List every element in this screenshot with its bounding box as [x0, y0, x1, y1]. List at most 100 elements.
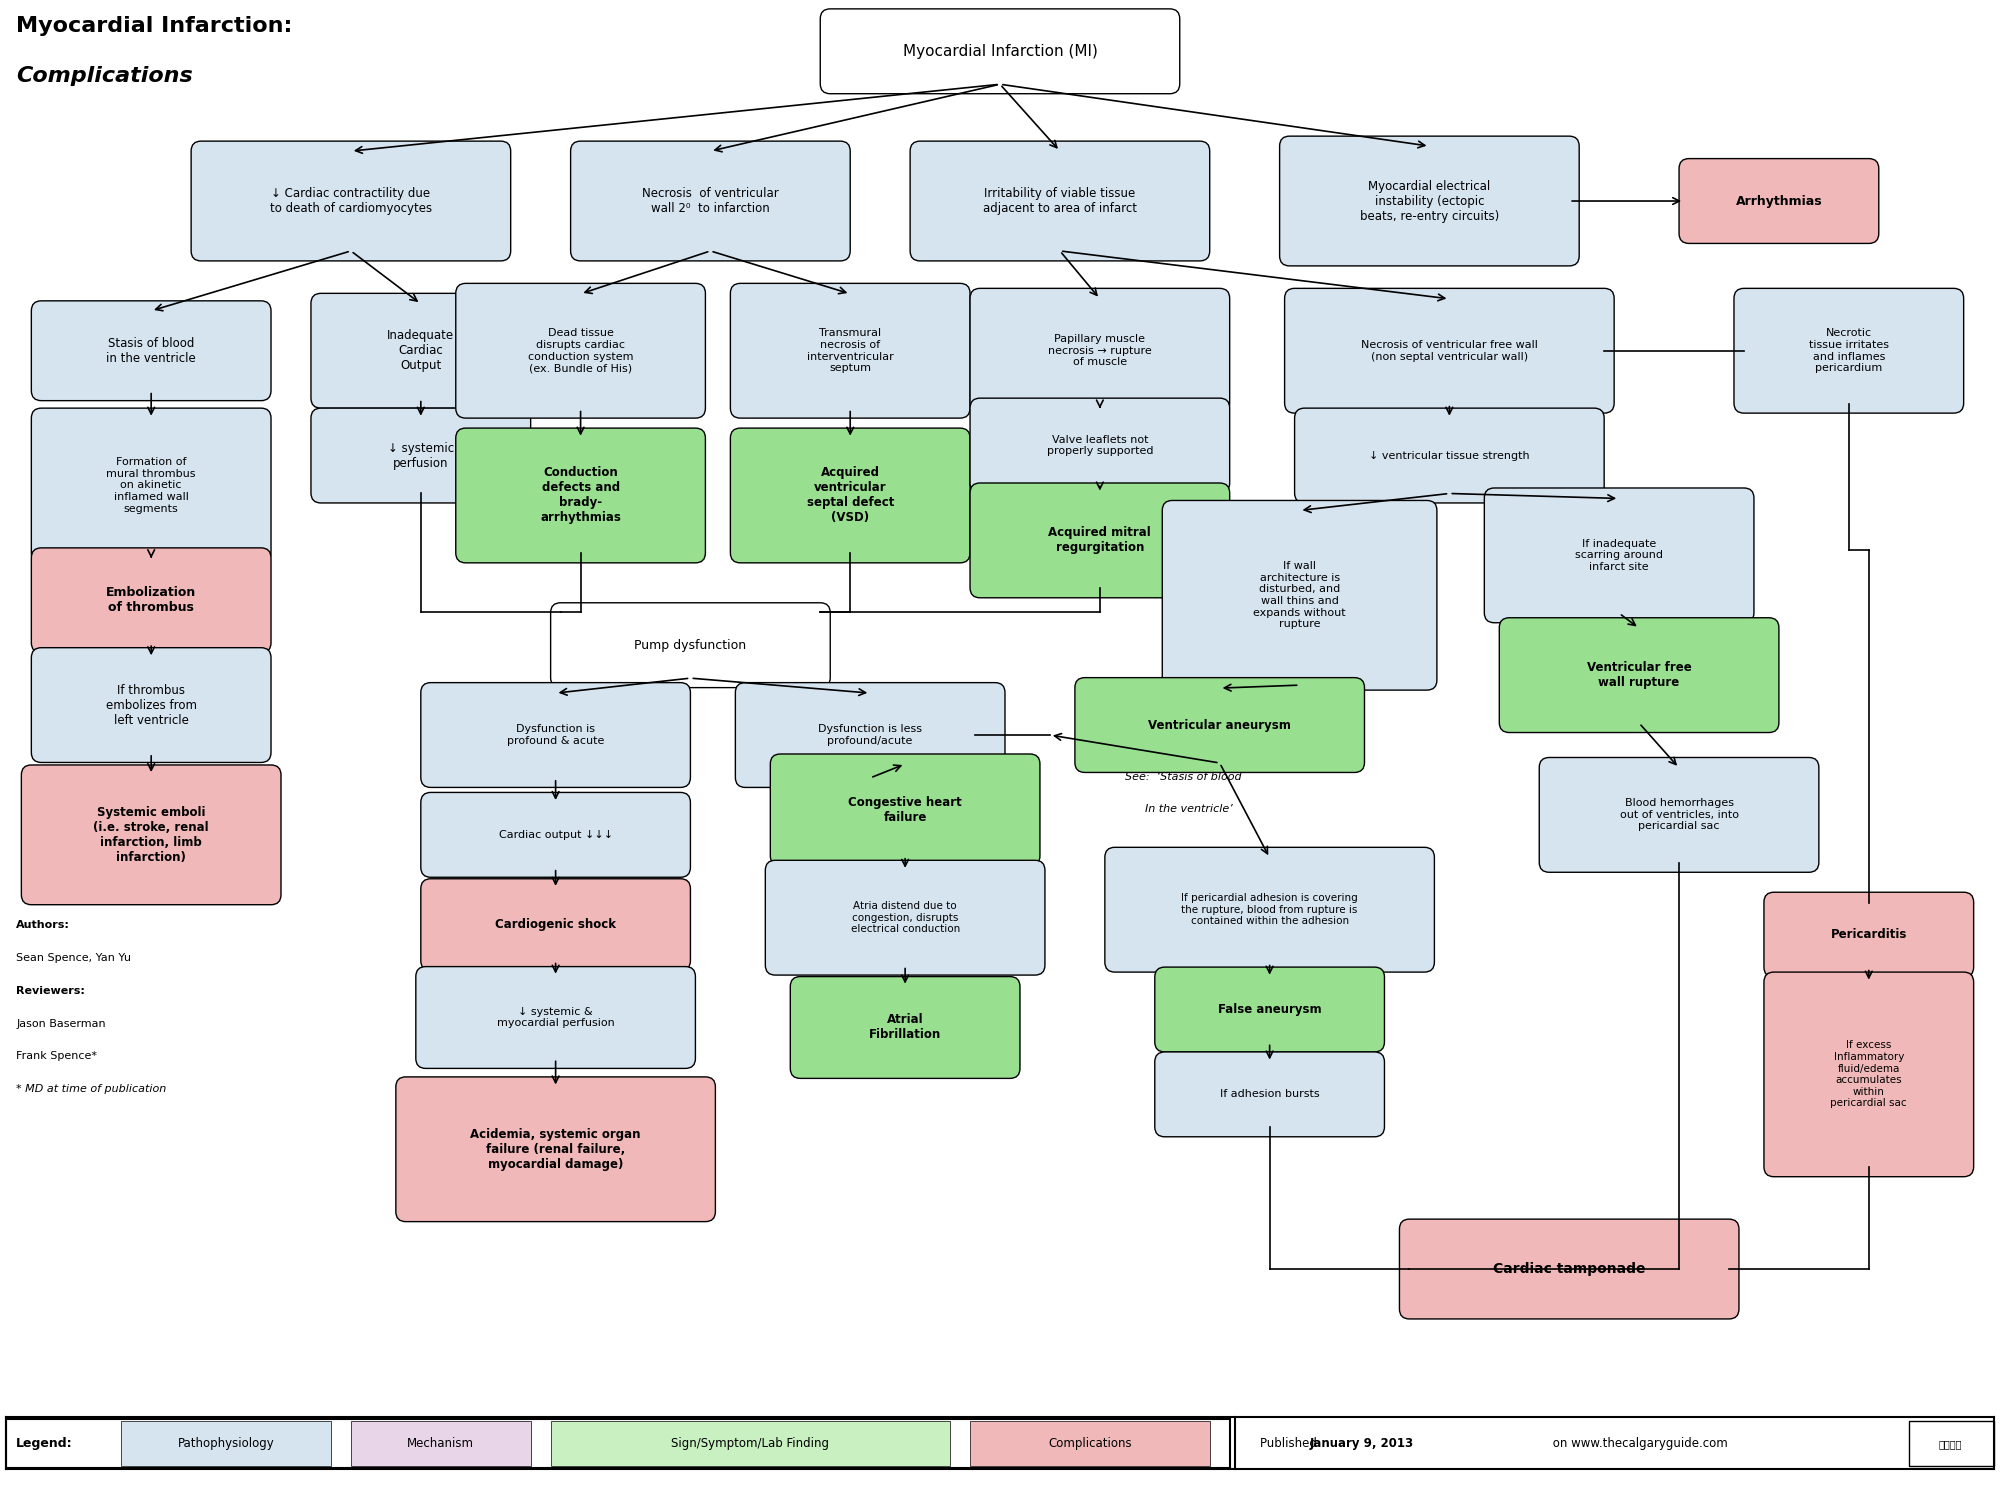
Text: False aneurysm: False aneurysm [1218, 1004, 1322, 1016]
Text: Systemic emboli
(i.e. stroke, renal
infarction, limb
infarction): Systemic emboli (i.e. stroke, renal infa… [94, 806, 208, 864]
FancyBboxPatch shape [310, 294, 530, 408]
Text: If thrombus
embolizes from
left ventricle: If thrombus embolizes from left ventricl… [106, 684, 196, 726]
Text: ↓ ventricular tissue strength: ↓ ventricular tissue strength [1370, 450, 1530, 460]
Text: In the ventricle’: In the ventricle’ [1144, 804, 1232, 814]
FancyBboxPatch shape [1540, 758, 1818, 873]
FancyBboxPatch shape [970, 288, 1230, 412]
FancyBboxPatch shape [970, 398, 1230, 494]
Text: ↓ systemic &
myocardial perfusion: ↓ systemic & myocardial perfusion [496, 1007, 614, 1029]
FancyBboxPatch shape [550, 1422, 950, 1466]
Text: ↓ systemic
perfusion: ↓ systemic perfusion [388, 441, 454, 470]
Text: Inadequate
Cardiac
Output: Inadequate Cardiac Output [388, 328, 454, 372]
Text: ⒸⒸⓈⒸ: ⒸⒸⓈⒸ [1938, 1438, 1962, 1449]
FancyBboxPatch shape [1908, 1422, 1994, 1466]
FancyBboxPatch shape [22, 765, 282, 904]
FancyBboxPatch shape [1500, 618, 1778, 732]
Text: Transmural
necrosis of
interventricular
septum: Transmural necrosis of interventricular … [806, 328, 894, 374]
FancyBboxPatch shape [122, 1422, 330, 1466]
Text: Stasis of blood
in the ventricle: Stasis of blood in the ventricle [106, 336, 196, 364]
Text: Atrial
Fibrillation: Atrial Fibrillation [870, 1014, 942, 1041]
Text: Myocardial electrical
instability (ectopic
beats, re-entry circuits): Myocardial electrical instability (ectop… [1360, 180, 1500, 222]
Text: Formation of
mural thrombus
on akinetic
inflamed wall
segments: Formation of mural thrombus on akinetic … [106, 458, 196, 513]
FancyBboxPatch shape [1680, 159, 1878, 243]
Text: ↓ Cardiac contractility due
to death of cardiomyocytes: ↓ Cardiac contractility due to death of … [270, 188, 432, 214]
Text: Acquired
ventricular
septal defect
(VSD): Acquired ventricular septal defect (VSD) [806, 466, 894, 525]
FancyBboxPatch shape [420, 879, 690, 971]
FancyBboxPatch shape [456, 427, 706, 562]
FancyBboxPatch shape [32, 302, 272, 400]
FancyBboxPatch shape [1074, 678, 1364, 772]
Text: If adhesion bursts: If adhesion bursts [1220, 1089, 1320, 1100]
FancyBboxPatch shape [736, 682, 1004, 788]
Text: Myocardial Infarction:: Myocardial Infarction: [16, 16, 292, 36]
FancyBboxPatch shape [456, 284, 706, 418]
Text: If excess
Inflammatory
fluid/edema
accumulates
within
pericardial sac: If excess Inflammatory fluid/edema accum… [1830, 1041, 1908, 1108]
FancyBboxPatch shape [730, 284, 970, 418]
Text: * MD at time of publication: * MD at time of publication [16, 1084, 166, 1095]
FancyBboxPatch shape [766, 861, 1044, 975]
Text: Sean Spence, Yan Yu: Sean Spence, Yan Yu [16, 952, 132, 963]
FancyBboxPatch shape [1162, 501, 1436, 690]
Text: January 9, 2013: January 9, 2013 [1310, 1437, 1414, 1450]
FancyBboxPatch shape [1764, 972, 1974, 1176]
FancyBboxPatch shape [32, 548, 272, 652]
Text: on www.thecalgaryguide.com: on www.thecalgaryguide.com [1550, 1437, 1728, 1450]
FancyBboxPatch shape [1734, 288, 1964, 412]
Text: Atria distend due to
congestion, disrupts
electrical conduction: Atria distend due to congestion, disrupt… [850, 902, 960, 934]
Text: See:  ‘Stasis of blood: See: ‘Stasis of blood [1124, 772, 1242, 782]
Text: Myocardial Infarction (MI): Myocardial Infarction (MI) [902, 44, 1098, 58]
Text: Frank Spence*: Frank Spence* [16, 1052, 98, 1062]
FancyBboxPatch shape [970, 1422, 1210, 1466]
Text: Mechanism: Mechanism [408, 1437, 474, 1450]
Text: Irritability of viable tissue
adjacent to area of infarct: Irritability of viable tissue adjacent t… [982, 188, 1136, 214]
FancyBboxPatch shape [1294, 408, 1604, 503]
Text: Papillary muscle
necrosis → rupture
of muscle: Papillary muscle necrosis → rupture of m… [1048, 334, 1152, 368]
Text: Arrhythmias: Arrhythmias [1736, 195, 1822, 207]
FancyBboxPatch shape [1400, 1220, 1738, 1318]
Text: Congestive heart
failure: Congestive heart failure [848, 796, 962, 824]
Text: Necrosis  of ventricular
wall 2⁰  to infarction: Necrosis of ventricular wall 2⁰ to infar… [642, 188, 778, 214]
Text: Dead tissue
disrupts cardiac
conduction system
(ex. Bundle of His): Dead tissue disrupts cardiac conduction … [528, 328, 634, 374]
Text: Valve leaflets not
properly supported: Valve leaflets not properly supported [1046, 435, 1154, 456]
FancyBboxPatch shape [1280, 136, 1580, 266]
Text: Conduction
defects and
brady-
arrhythmias: Conduction defects and brady- arrhythmia… [540, 466, 622, 525]
Text: If inadequate
scarring around
infarct site: If inadequate scarring around infarct si… [1576, 538, 1664, 572]
Text: Authors:: Authors: [16, 920, 70, 930]
Text: Dysfunction is less
profound/acute: Dysfunction is less profound/acute [818, 724, 922, 746]
FancyBboxPatch shape [32, 408, 272, 562]
FancyBboxPatch shape [570, 141, 850, 261]
Text: Necrotic
tissue irritates
and inflames
pericardium: Necrotic tissue irritates and inflames p… [1808, 328, 1888, 374]
Text: Pump dysfunction: Pump dysfunction [634, 639, 746, 651]
Text: Pericarditis: Pericarditis [1830, 928, 1906, 940]
Text: Cardiac output ↓↓↓: Cardiac output ↓↓↓ [498, 830, 612, 840]
FancyBboxPatch shape [730, 427, 970, 562]
Text: Published: Published [1260, 1437, 1320, 1450]
Text: Acidemia, systemic organ
failure (renal failure,
myocardial damage): Acidemia, systemic organ failure (renal … [470, 1128, 640, 1172]
FancyBboxPatch shape [1154, 1052, 1384, 1137]
FancyBboxPatch shape [770, 754, 1040, 865]
FancyBboxPatch shape [1484, 488, 1754, 622]
FancyBboxPatch shape [1154, 968, 1384, 1052]
Text: Acquired mitral
regurgitation: Acquired mitral regurgitation [1048, 526, 1152, 555]
FancyBboxPatch shape [1284, 288, 1614, 412]
Text: Blood hemorrhages
out of ventricles, into
pericardial sac: Blood hemorrhages out of ventricles, int… [1620, 798, 1738, 831]
FancyBboxPatch shape [790, 976, 1020, 1078]
FancyBboxPatch shape [1104, 847, 1434, 972]
Text: Complications: Complications [16, 66, 194, 87]
FancyBboxPatch shape [350, 1422, 530, 1466]
FancyBboxPatch shape [910, 141, 1210, 261]
Text: Reviewers:: Reviewers: [16, 986, 86, 996]
Text: Ventricular free
wall rupture: Ventricular free wall rupture [1586, 662, 1692, 688]
FancyBboxPatch shape [420, 682, 690, 788]
Text: Embolization
of thrombus: Embolization of thrombus [106, 586, 196, 615]
FancyBboxPatch shape [416, 966, 696, 1068]
Text: Necrosis of ventricular free wall
(non septal ventricular wall): Necrosis of ventricular free wall (non s… [1360, 340, 1538, 362]
Text: If wall
architecture is
disturbed, and
wall thins and
expands without
rupture: If wall architecture is disturbed, and w… [1254, 561, 1346, 630]
FancyBboxPatch shape [420, 792, 690, 877]
FancyBboxPatch shape [192, 141, 510, 261]
Text: Ventricular aneurysm: Ventricular aneurysm [1148, 718, 1292, 732]
Text: If pericardial adhesion is covering
the rupture, blood from rupture is
contained: If pericardial adhesion is covering the … [1182, 892, 1358, 927]
Text: Complications: Complications [1048, 1437, 1132, 1450]
Text: Jason Baserman: Jason Baserman [16, 1019, 106, 1029]
FancyBboxPatch shape [310, 408, 530, 503]
